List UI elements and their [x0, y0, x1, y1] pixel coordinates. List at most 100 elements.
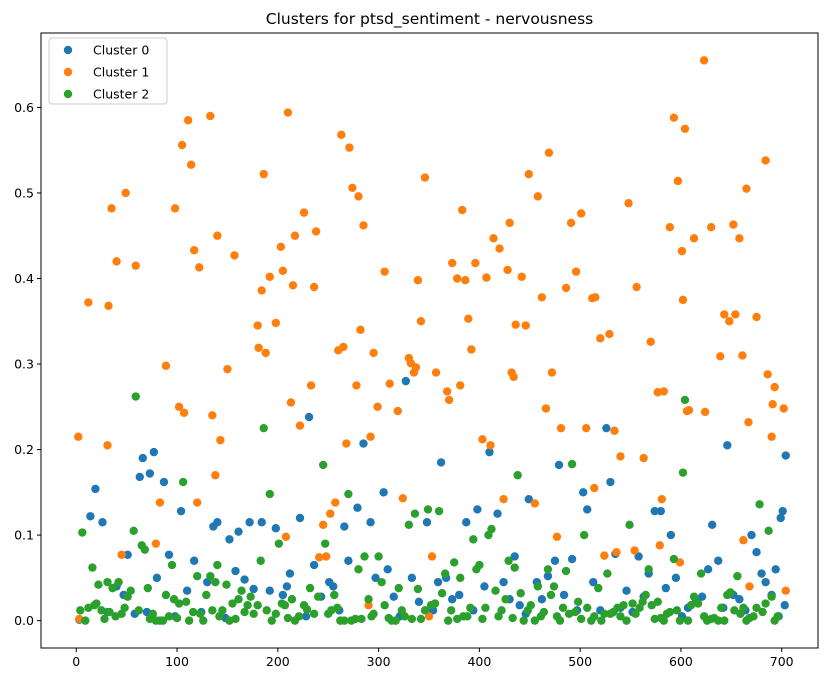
- data-point: [278, 590, 288, 600]
- data-point: [624, 199, 633, 208]
- data-point: [661, 583, 671, 593]
- data-point: [437, 589, 447, 598]
- data-point: [208, 606, 217, 615]
- x-tick-label: 600: [669, 654, 693, 669]
- data-point: [655, 541, 664, 550]
- data-point: [684, 406, 694, 415]
- data-point: [573, 597, 583, 607]
- data-point: [714, 616, 723, 625]
- data-point: [149, 447, 159, 457]
- y-tick-label: 0.0: [14, 613, 34, 628]
- data-point: [767, 432, 776, 441]
- data-point: [672, 606, 682, 615]
- data-point: [276, 242, 286, 252]
- data-point: [81, 616, 90, 625]
- data-point: [413, 276, 423, 285]
- data-point: [530, 499, 540, 508]
- data-point: [159, 477, 169, 487]
- data-point: [143, 583, 153, 593]
- data-point: [665, 607, 675, 617]
- data-point: [411, 363, 421, 372]
- data-point: [339, 342, 348, 352]
- data-point: [524, 494, 533, 504]
- data-point: [547, 368, 557, 377]
- data-point: [582, 423, 591, 433]
- data-point: [475, 560, 484, 570]
- data-point: [283, 613, 293, 623]
- data-point: [739, 603, 748, 612]
- data-point: [223, 364, 232, 374]
- data-point: [434, 506, 444, 516]
- data-point: [530, 616, 540, 625]
- data-point: [516, 589, 525, 598]
- data-point: [511, 320, 520, 329]
- data-point: [294, 612, 304, 621]
- data-point: [340, 522, 349, 531]
- data-point: [735, 595, 744, 604]
- data-point: [735, 234, 744, 243]
- data-point: [257, 518, 266, 527]
- data-point: [567, 459, 577, 469]
- data-point: [714, 556, 723, 565]
- data-point: [673, 176, 683, 186]
- data-point: [129, 526, 138, 536]
- data-point: [628, 599, 637, 608]
- data-point: [544, 148, 554, 157]
- data-point: [329, 582, 338, 591]
- data-point: [176, 506, 186, 516]
- data-point: [380, 267, 389, 276]
- data-point: [659, 616, 669, 625]
- data-point: [669, 554, 679, 564]
- data-point: [265, 586, 274, 595]
- legend-marker: [63, 45, 73, 55]
- data-point: [480, 582, 489, 591]
- data-point: [481, 603, 490, 612]
- data-point: [770, 382, 779, 392]
- data-point: [302, 605, 312, 614]
- data-point: [700, 407, 710, 417]
- data-point: [249, 609, 258, 618]
- data-point: [193, 498, 202, 507]
- data-point: [295, 513, 305, 523]
- data-point: [487, 524, 496, 534]
- data-point: [524, 169, 533, 179]
- data-point: [749, 612, 758, 621]
- data-point: [519, 616, 528, 625]
- data-point: [304, 412, 314, 422]
- data-point: [427, 552, 437, 561]
- data-point: [278, 266, 288, 275]
- data-point: [177, 140, 187, 150]
- data-point: [267, 616, 276, 625]
- data-point: [98, 518, 107, 527]
- data-point: [440, 569, 450, 578]
- data-point: [442, 387, 452, 396]
- data-point: [436, 458, 446, 467]
- data-point: [458, 205, 467, 215]
- data-point: [596, 334, 605, 343]
- data-point: [393, 406, 402, 416]
- data-point: [265, 272, 274, 281]
- data-point: [271, 609, 281, 618]
- data-point: [245, 518, 254, 527]
- data-point: [764, 526, 773, 536]
- data-point: [309, 282, 319, 292]
- data-point: [600, 551, 609, 560]
- data-point: [433, 577, 443, 587]
- data-point: [195, 263, 204, 272]
- data-point: [473, 505, 482, 514]
- series-cluster-2: [76, 392, 782, 625]
- data-point: [752, 603, 761, 612]
- data-point: [246, 592, 255, 601]
- data-point: [578, 488, 588, 497]
- data-point: [699, 56, 709, 65]
- x-tick-label: 700: [770, 654, 794, 669]
- data-point: [353, 503, 362, 512]
- data-point: [286, 398, 296, 407]
- data-point: [234, 527, 243, 536]
- data-point: [471, 258, 480, 268]
- data-point: [407, 614, 417, 624]
- data-point: [91, 484, 100, 494]
- data-point: [767, 592, 776, 601]
- plot-frame: [40, 32, 819, 649]
- data-point: [274, 539, 284, 548]
